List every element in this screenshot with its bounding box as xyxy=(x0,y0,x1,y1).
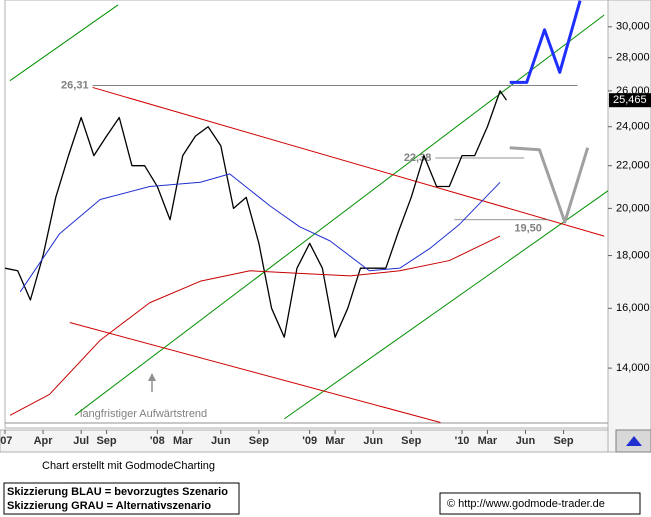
source: © http://www.godmode-trader.de xyxy=(447,498,605,510)
series-line xyxy=(509,146,590,224)
x-tick-label: Mar xyxy=(173,435,193,447)
y-axis-band xyxy=(607,0,651,453)
x-tick-label: '10 xyxy=(455,435,470,447)
annotation: langfristiger Aufwärtstrend xyxy=(80,408,207,420)
trend-line xyxy=(9,4,119,82)
trend-line xyxy=(92,86,605,237)
series-line xyxy=(4,90,507,338)
trend-line xyxy=(69,322,441,423)
level-label: 19,50 xyxy=(514,223,542,235)
series-line xyxy=(9,235,501,416)
y-tick-label: 30,000 xyxy=(616,21,650,33)
y-tick-label: 22,000 xyxy=(616,160,650,172)
series-line xyxy=(19,173,501,293)
level-label: 22,38 xyxy=(404,152,432,164)
x-tick-label: '09 xyxy=(302,435,317,447)
y-tick-label: 18,000 xyxy=(616,249,650,261)
last-price-label: 25,465 xyxy=(613,94,647,106)
x-tick-label: Jul xyxy=(73,435,89,447)
x-tick-label: Sep xyxy=(249,435,269,447)
y-tick-label: 20,000 xyxy=(616,202,650,214)
y-tick-label: 14,000 xyxy=(616,362,650,374)
x-tick-label: Jun xyxy=(516,435,536,447)
legend-box xyxy=(3,482,240,515)
x-tick-label: Mar xyxy=(478,435,498,447)
x-tick-label: Jun xyxy=(211,435,231,447)
x-tick-label: '07 xyxy=(0,435,12,447)
x-tick-label: Sep xyxy=(96,435,116,447)
y-tick-label: 16,000 xyxy=(616,302,650,314)
x-tick-label: Mar xyxy=(325,435,345,447)
arrow-head xyxy=(148,373,156,381)
series-line xyxy=(509,0,582,84)
trend-line xyxy=(283,190,609,420)
x-tick-label: '08 xyxy=(150,435,165,447)
scroll-icon xyxy=(626,436,642,446)
y-tick-label: 28,000 xyxy=(616,52,650,64)
legend-line: Skizzierung BLAU = bevorzugtes Szenario xyxy=(7,486,228,498)
credit: Chart erstellt mit GodmodeCharting xyxy=(42,460,215,472)
y-tick-label: 24,000 xyxy=(616,121,650,133)
source-box xyxy=(439,492,641,515)
x-tick-label: Sep xyxy=(553,435,573,447)
x-tick-label: Jun xyxy=(363,435,383,447)
legend-line: Skizzierung GRAU = Alternativszenario xyxy=(7,500,211,512)
last-price-box xyxy=(609,93,651,108)
level-label: 26,31 xyxy=(61,79,89,91)
x-tick-label: Sep xyxy=(401,435,421,447)
x-tick-label: Apr xyxy=(34,435,54,447)
